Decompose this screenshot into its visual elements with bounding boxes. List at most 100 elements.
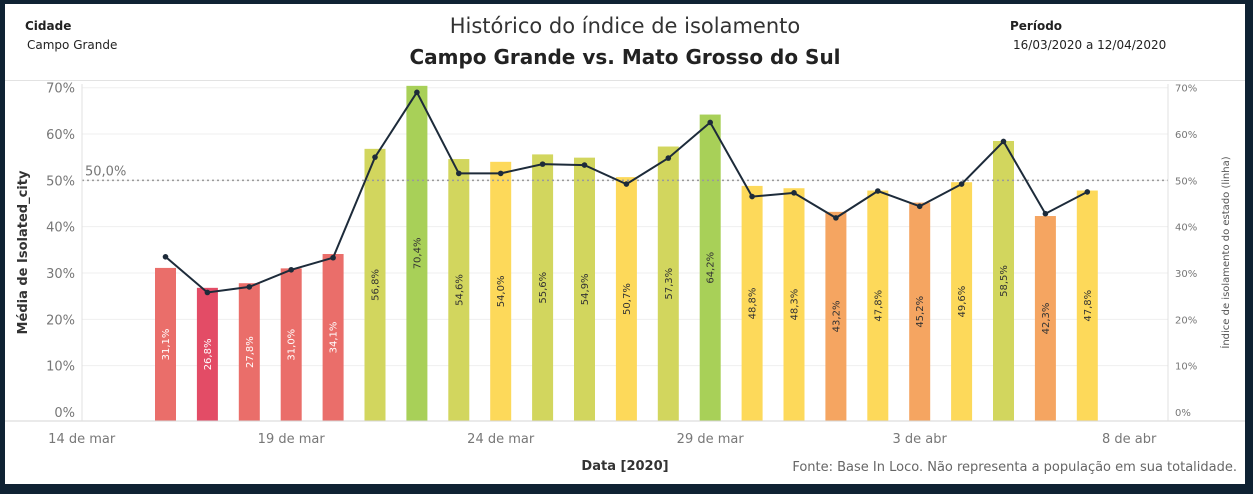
bar	[238, 283, 260, 421]
x-tick-label: 29 de mar	[677, 432, 745, 447]
bar	[657, 146, 679, 421]
bar-data-label: 49,6%	[957, 286, 968, 318]
y-axis-title-left: Média de Isolated_city	[16, 170, 31, 334]
line-point	[288, 266, 295, 273]
x-axis-title: Data [2020]	[581, 459, 668, 474]
city-value: Campo Grande	[27, 38, 118, 52]
line-point	[749, 193, 755, 200]
line-point	[665, 155, 672, 161]
bar	[490, 161, 512, 421]
bar-data-label: 54,6%	[454, 274, 465, 306]
line-point	[497, 170, 504, 177]
bar-data-label: 50,7%	[622, 283, 633, 315]
line-point	[1000, 138, 1007, 145]
bar	[448, 159, 470, 421]
x-tick-label: 14 de mar	[48, 432, 116, 447]
y-tick-label-left: 40%	[46, 221, 75, 236]
y-tick-label-left: 70%	[46, 82, 75, 97]
x-tick-label: 8 de abr	[1102, 432, 1157, 447]
bar	[783, 188, 805, 421]
bar-data-label: 58,5%	[999, 265, 1010, 297]
line-point	[916, 203, 923, 210]
state-line-series	[162, 89, 1091, 296]
y-tick-label-right: 50%	[1175, 176, 1197, 187]
line-point	[539, 161, 546, 167]
bar-data-label: 54,9%	[580, 273, 591, 305]
isolation-chart: 31,1% 26,8% 27,8% 31,0% 34,1% 56,8% 70,4% 54,6%…	[5, 82, 1245, 474]
line-point	[246, 284, 253, 290]
y-tick-label-left: 50%	[46, 174, 75, 189]
bar-data-label: 48,8%	[748, 288, 759, 320]
y-tick-label-left: 0%	[54, 406, 75, 421]
bar-data-label: 31,0%	[287, 329, 298, 361]
bar	[1034, 216, 1056, 421]
bar	[951, 182, 973, 421]
line-point	[1042, 210, 1049, 217]
bar-data-label: 55,6%	[538, 272, 549, 304]
x-tick-label: 3 de abr	[893, 432, 948, 447]
line-point	[162, 253, 169, 260]
header-divider	[5, 80, 1245, 81]
bar	[993, 140, 1014, 422]
line-point	[330, 254, 336, 261]
bar-data-label: 64,2%	[706, 252, 717, 284]
y-tick-label-right: 70%	[1175, 84, 1197, 95]
bar-data-label: 54,0%	[496, 276, 507, 308]
bar	[741, 185, 763, 421]
period-value: 16/03/2020 a 12/04/2020	[1013, 38, 1167, 52]
y-tick-label-left: 10%	[46, 360, 75, 375]
line-point	[204, 289, 211, 296]
y-tick-label-right: 0%	[1175, 408, 1191, 419]
y-tick-label-left: 30%	[46, 267, 75, 282]
y-tick-label-right: 60%	[1175, 130, 1197, 141]
line-point	[1084, 189, 1091, 195]
reference-line-group: 50,0%	[82, 164, 1168, 182]
bar-data-label: 57,3%	[664, 268, 675, 300]
y-tick-label-right: 10%	[1175, 362, 1197, 373]
bar-data-label: 34,1%	[329, 322, 340, 354]
line-point	[581, 162, 588, 168]
line-point	[456, 170, 462, 177]
city-label: Cidade	[25, 19, 72, 33]
bar	[364, 148, 386, 422]
y-tick-label-left: 20%	[46, 313, 75, 328]
y-tick-label-right: 30%	[1175, 269, 1197, 280]
bar-data-label: 27,8%	[245, 336, 256, 368]
line-point	[791, 190, 797, 196]
line-point	[623, 181, 630, 187]
bar-data-label: 47,8%	[1083, 290, 1094, 322]
chart-title: Histórico do índice de isolamento	[449, 14, 801, 38]
y-axis-title-right: Índice de isolamento do estado (linha)	[1219, 156, 1232, 348]
line-point	[707, 119, 713, 126]
bar-series: 31,1% 26,8% 27,8% 31,0% 34,1% 56,8% 70,4% 54,6%…	[155, 85, 1098, 422]
x-tick-label: 19 de mar	[258, 432, 326, 447]
bar-data-label: 70,4%	[412, 238, 423, 270]
bar-data-label: 43,2%	[831, 301, 842, 333]
bar	[532, 154, 554, 421]
bar	[1076, 190, 1098, 421]
reference-line-label: 50,0%	[85, 164, 126, 179]
line-point	[833, 215, 839, 221]
chart-subtitle: Campo Grande vs. Mato Grosso do Sul	[409, 45, 841, 69]
y-tick-label-left: 60%	[46, 128, 75, 143]
y-tick-label-right: 40%	[1175, 223, 1197, 234]
bar-data-label: 56,8%	[371, 269, 382, 301]
line-point	[875, 188, 881, 194]
axes: 0% 0% 10% 10% 20% 20% 30% 30% 40% 40% 50% 50% 60% 60%…	[5, 82, 1245, 474]
bar-data-label: 26,8%	[203, 339, 214, 371]
line-point	[958, 181, 965, 187]
y-tick-label-right: 20%	[1175, 315, 1197, 326]
bar	[280, 268, 302, 421]
bar	[574, 157, 595, 421]
bar	[406, 85, 428, 422]
x-tick-label: 24 de mar	[467, 432, 535, 447]
bar-data-label: 47,8%	[873, 290, 884, 322]
bar	[196, 287, 218, 421]
source-note: Fonte: Base In Loco. Não representa a po…	[792, 460, 1237, 475]
bar	[825, 211, 847, 421]
bar	[699, 114, 721, 421]
bar	[867, 190, 889, 421]
bar	[615, 177, 637, 421]
bar-data-label: 31,1%	[161, 329, 172, 361]
bar-data-label: 48,3%	[790, 289, 801, 321]
